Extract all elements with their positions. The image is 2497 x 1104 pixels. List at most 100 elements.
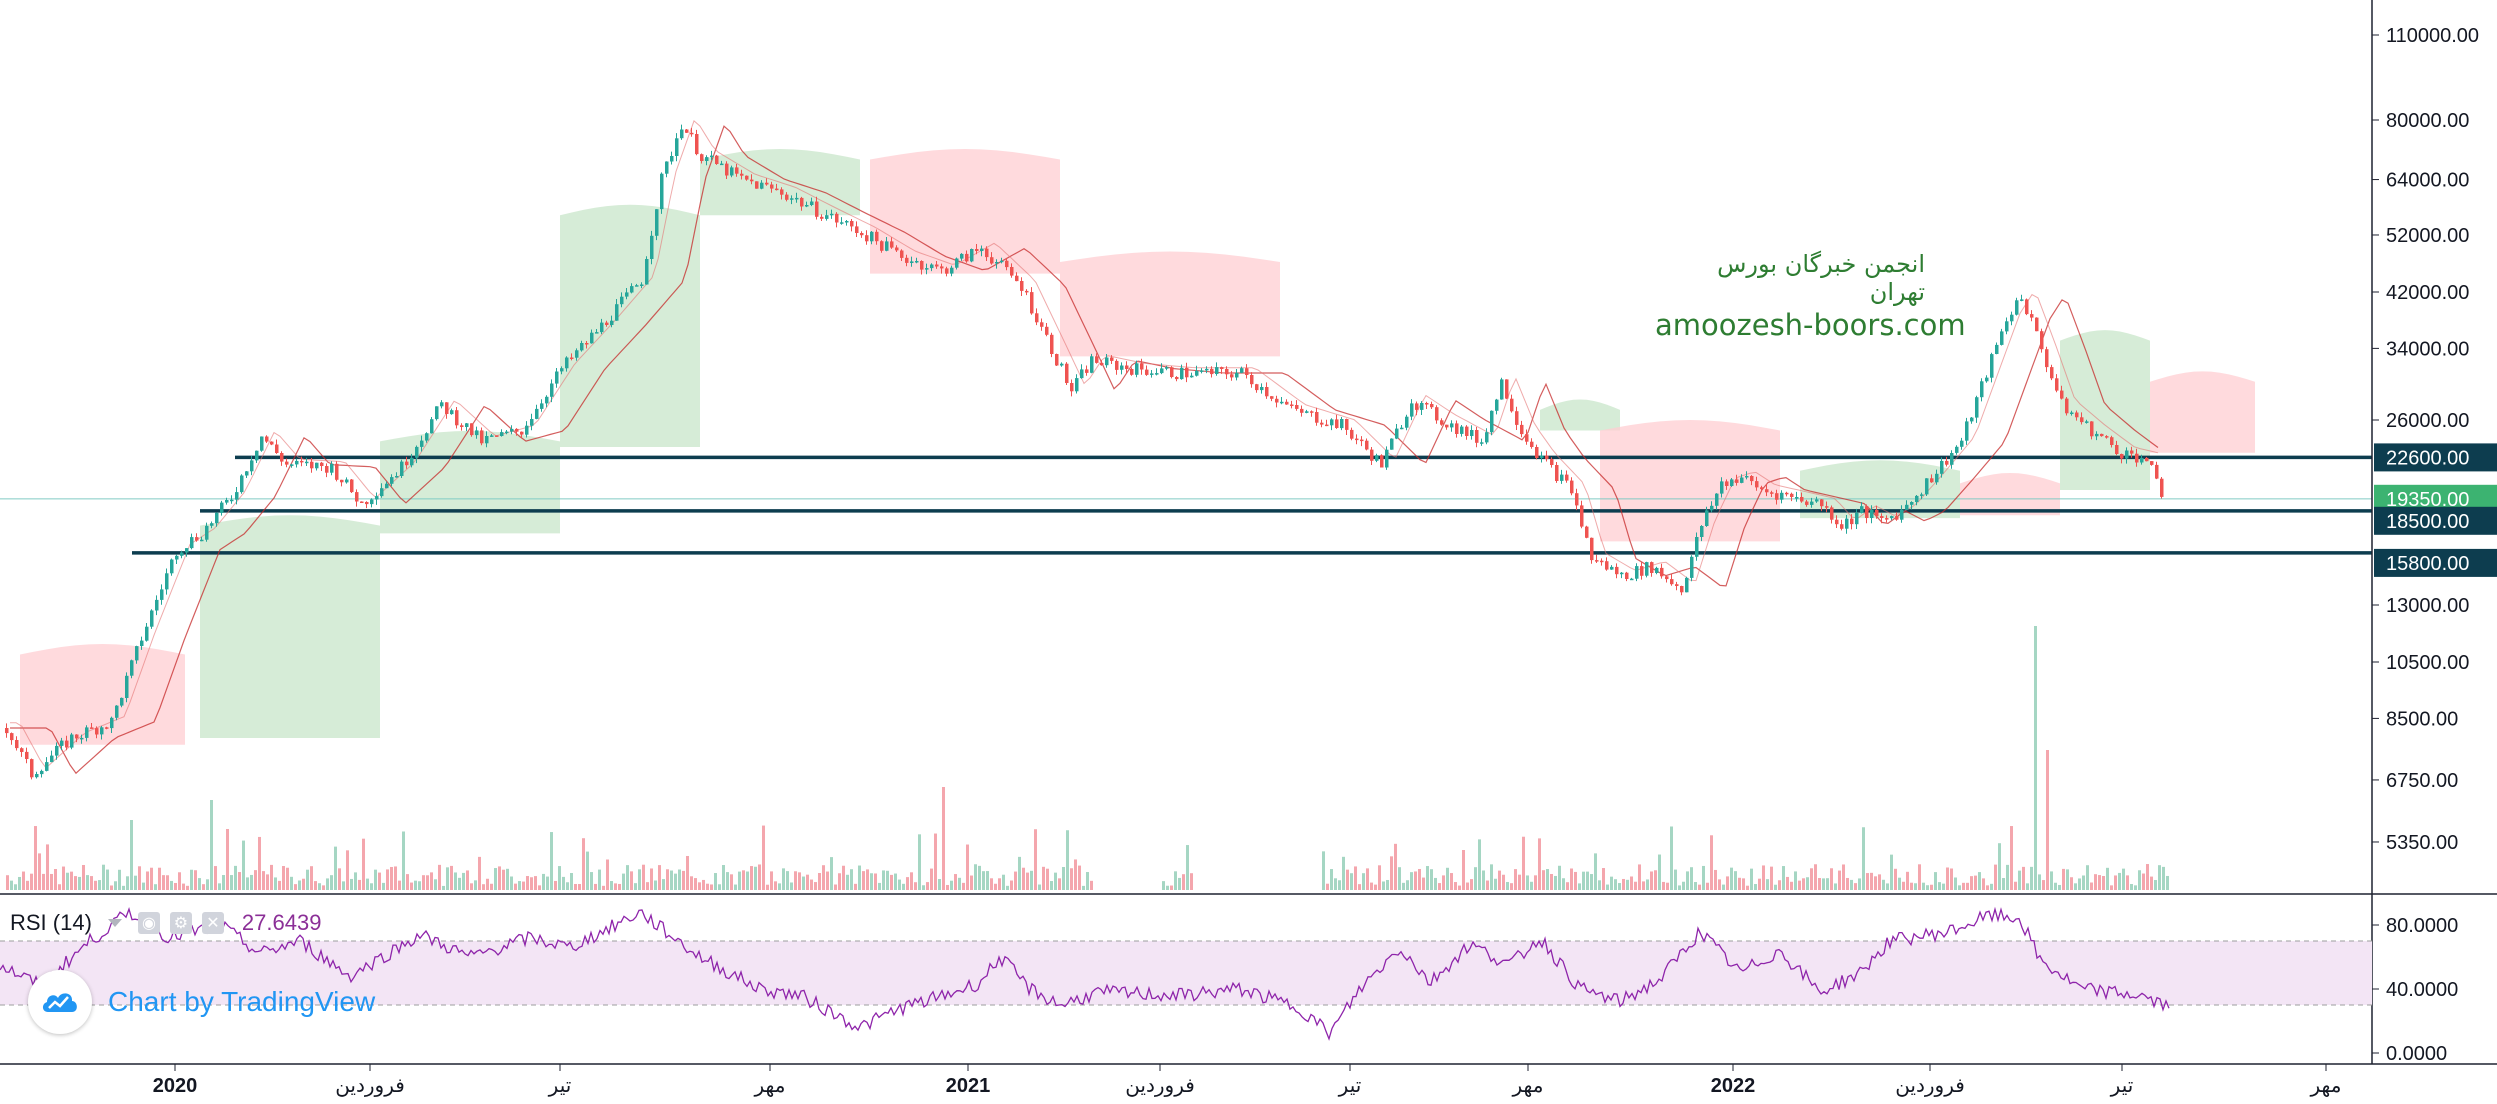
candle-body xyxy=(1250,375,1254,385)
watermark-persian-text: انجمن خبرگان بورس تهران xyxy=(1717,250,1925,306)
candle-body xyxy=(1020,281,1024,291)
candle-body xyxy=(1705,510,1709,526)
candle-body xyxy=(40,770,44,775)
volume-bar xyxy=(1466,882,1469,890)
volume-bar xyxy=(214,866,217,890)
candle-body xyxy=(610,320,614,325)
volume-bar xyxy=(1186,845,1189,890)
volume-bar xyxy=(1822,878,1825,890)
candle-body xyxy=(1710,505,1714,511)
candle-body xyxy=(920,261,924,270)
volume-bar xyxy=(618,883,621,890)
volume-bar xyxy=(2022,866,2025,890)
candle-body xyxy=(845,221,849,223)
candle-body xyxy=(190,537,194,549)
volume-bar xyxy=(238,872,241,890)
volume-bar xyxy=(1982,878,1985,890)
candle-body xyxy=(80,737,84,740)
volume-bar xyxy=(846,874,849,890)
candle-body xyxy=(565,357,569,369)
candle-body xyxy=(775,188,779,191)
volume-bar xyxy=(378,872,381,890)
volume-bar xyxy=(1382,881,1385,890)
volume-bar xyxy=(106,869,109,890)
volume-bar xyxy=(758,864,761,890)
candle-body xyxy=(450,410,454,415)
cloud-segment xyxy=(1060,251,1280,357)
rsi-axis: 80.0000 40.0000 0.0000 xyxy=(2372,915,2458,1065)
candle-body xyxy=(1145,369,1149,375)
volume-bar xyxy=(1798,880,1801,890)
ichimoku-cloud xyxy=(20,149,2255,745)
candle-body xyxy=(1910,502,1914,505)
candle-body xyxy=(1560,474,1564,481)
panel-dividers xyxy=(0,0,2497,1065)
candle-body xyxy=(125,675,129,698)
volume-bar xyxy=(1322,851,1325,890)
volume-bar xyxy=(2126,875,2129,890)
candle-body xyxy=(2145,457,2149,462)
candle-body xyxy=(840,222,844,224)
candle-body xyxy=(960,253,964,259)
volume-bar xyxy=(346,850,349,890)
volume-bar xyxy=(454,872,457,890)
candle-body xyxy=(1755,481,1759,488)
volume-bar xyxy=(74,876,77,890)
volume-bar xyxy=(1350,873,1353,890)
volume-bar xyxy=(250,874,253,890)
candle-body xyxy=(220,502,224,513)
volume-bar xyxy=(1330,869,1333,890)
rsi-dropdown-caret-icon[interactable] xyxy=(107,919,122,927)
candle-body xyxy=(1880,516,1884,518)
candle-body xyxy=(955,258,959,268)
tradingview-branding[interactable]: Chart by TradingView xyxy=(28,970,375,1034)
rsi-name[interactable]: RSI (14) xyxy=(10,910,92,935)
volume-bar xyxy=(1522,836,1525,890)
volume-bar xyxy=(1894,868,1897,890)
volume-bar xyxy=(1694,882,1697,890)
volume-bar xyxy=(314,881,317,890)
candle-body xyxy=(275,444,279,453)
volume-bar xyxy=(958,877,961,890)
volume-bar xyxy=(2010,826,2013,890)
gear-icon[interactable]: ⚙ xyxy=(169,912,192,934)
volume-bar xyxy=(406,874,409,890)
candle-body xyxy=(675,138,679,156)
volume-bar xyxy=(810,879,813,890)
volume-bar xyxy=(122,885,125,890)
volume-bar xyxy=(2018,870,2021,890)
candle-body xyxy=(530,419,534,426)
volume-bar xyxy=(1450,873,1453,890)
volume-bar xyxy=(1458,885,1461,890)
volume-bar xyxy=(1670,826,1673,890)
candle-body xyxy=(1060,363,1064,366)
visibility-icon[interactable]: ◉ xyxy=(137,912,160,934)
candle-body xyxy=(1235,372,1239,378)
volume-bar xyxy=(634,883,637,890)
candle-body xyxy=(105,727,109,729)
candle-body xyxy=(1495,399,1499,411)
candle-body xyxy=(160,589,164,600)
candle-body xyxy=(765,182,769,185)
volume-bar xyxy=(226,828,229,890)
volume-bar xyxy=(1178,877,1181,890)
volume-bar xyxy=(610,881,613,890)
volume-bar xyxy=(818,872,821,890)
volume-bar xyxy=(358,879,361,890)
volume-bar xyxy=(138,866,141,890)
candle-body xyxy=(1795,497,1799,499)
volume-bar xyxy=(86,875,89,890)
candle-body xyxy=(1265,387,1269,397)
volume-bar xyxy=(1702,865,1705,890)
volume-bar xyxy=(30,873,33,890)
volume-bar xyxy=(298,880,301,890)
volume-bar xyxy=(330,875,333,890)
volume-bar xyxy=(1970,876,1973,890)
volume-bar xyxy=(1778,880,1781,890)
candle-body xyxy=(1915,495,1919,502)
candle-body xyxy=(30,759,34,778)
close-icon[interactable]: ✕ xyxy=(201,912,224,934)
candle-body xyxy=(1995,344,1999,354)
